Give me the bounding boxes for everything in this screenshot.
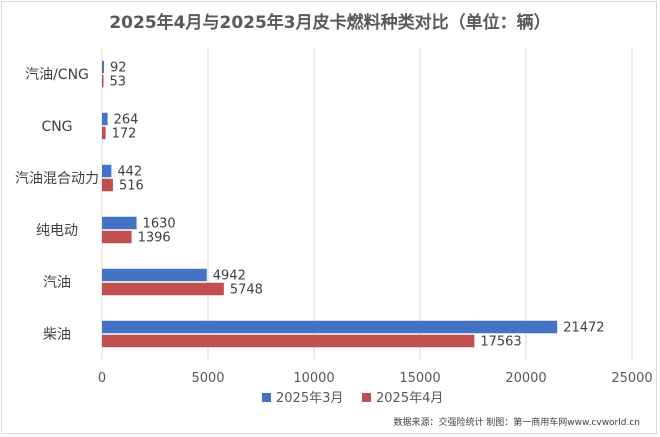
bar-series	[102, 60, 558, 348]
bar	[102, 282, 224, 296]
gridlines	[101, 48, 633, 360]
data-label: 1630	[143, 217, 176, 232]
legend-label: 2025年3月	[276, 391, 343, 406]
category-label: 柴油	[43, 327, 71, 343]
category-label: 汽油	[43, 275, 71, 291]
data-label: 442	[117, 165, 142, 180]
bar	[102, 268, 207, 282]
bar	[102, 74, 104, 88]
x-axis-ticks: 0 5000 10000 15000 20000 25000	[98, 371, 653, 386]
source-note: 数据来源：交强险统计 制图：第一商用车网www.cvworld.cn	[393, 416, 640, 428]
data-label: 53	[110, 75, 127, 90]
legend-swatch	[262, 393, 271, 402]
bar	[102, 164, 112, 178]
legend-label: 2025年4月	[376, 391, 443, 406]
bar	[102, 112, 108, 126]
category-label: 汽油混合动力	[15, 171, 99, 187]
data-label: 92	[110, 61, 127, 76]
bar	[102, 60, 104, 74]
bar	[102, 216, 137, 230]
x-tick-label: 0	[98, 371, 106, 386]
x-tick-label: 5000	[191, 371, 224, 386]
data-label: 17563	[480, 335, 521, 350]
data-label: 4942	[213, 269, 246, 284]
bar	[102, 230, 132, 244]
legend-swatch	[362, 393, 371, 402]
x-tick-label: 15000	[399, 371, 440, 386]
x-tick-label: 10000	[293, 371, 334, 386]
data-label: 264	[114, 113, 139, 128]
bar	[102, 320, 558, 334]
data-label: 5748	[230, 283, 263, 298]
data-label: 172	[112, 127, 137, 142]
category-label: 汽油/CNG	[25, 67, 89, 83]
data-label: 21472	[563, 321, 604, 336]
legend: 2025年3月 2025年4月	[262, 391, 443, 406]
bar	[102, 334, 475, 348]
category-label: 纯电动	[36, 223, 78, 239]
bar	[102, 126, 106, 140]
x-tick-label: 20000	[505, 371, 546, 386]
bar	[102, 178, 113, 192]
chart-title: 2025年4月与2025年3月皮卡燃料种类对比（单位：辆）	[109, 12, 550, 33]
data-label: 516	[119, 179, 144, 194]
data-label: 1396	[138, 231, 171, 246]
x-tick-label: 25000	[611, 371, 652, 386]
category-label: CNG	[41, 119, 72, 135]
